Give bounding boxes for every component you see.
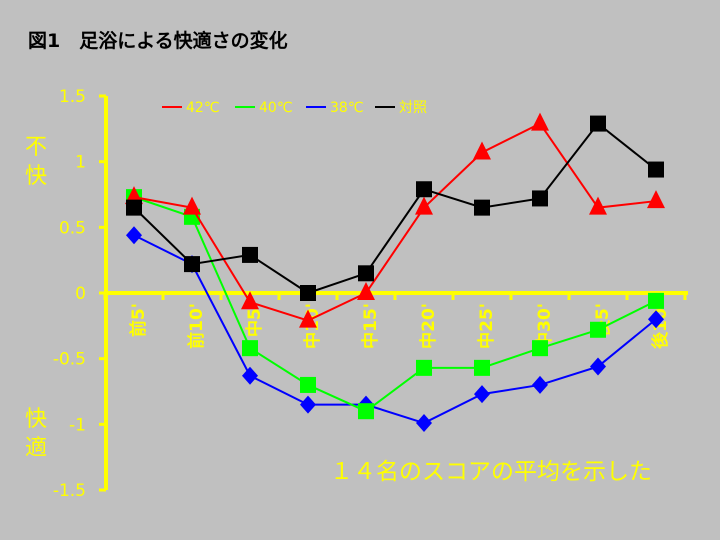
data-point <box>242 246 258 263</box>
data-point <box>300 376 316 393</box>
data-point <box>589 196 607 215</box>
data-point <box>126 199 142 216</box>
data-point <box>474 385 490 404</box>
data-point <box>416 414 432 433</box>
data-point <box>647 190 665 209</box>
y-tick-label: -1 <box>69 415 86 435</box>
data-point <box>590 357 606 376</box>
legend-label: 42℃ <box>186 100 220 116</box>
comfort-label: 快適 <box>24 407 47 461</box>
data-point <box>184 256 200 273</box>
data-point <box>473 141 491 160</box>
data-point <box>242 340 258 357</box>
data-point <box>357 282 375 300</box>
series-line <box>133 196 657 413</box>
data-point <box>416 359 432 376</box>
x-tick-label: 前5' <box>128 303 149 337</box>
data-point <box>242 366 258 385</box>
series-line <box>133 122 657 295</box>
data-point <box>532 340 548 357</box>
data-point <box>300 395 316 414</box>
discomfort-label: 不快 <box>24 135 47 189</box>
data-point <box>241 291 259 310</box>
series-line <box>133 122 657 322</box>
data-point <box>299 309 317 328</box>
series-line <box>133 234 657 425</box>
data-point <box>125 186 143 205</box>
y-tick-label: -0.5 <box>53 350 86 370</box>
data-point <box>590 321 606 338</box>
figure-title: 図1 足浴による快適さの変化 <box>28 30 288 52</box>
data-point <box>648 292 664 309</box>
data-point <box>416 181 432 198</box>
data-point <box>358 265 374 282</box>
y-tick-label: -1.5 <box>53 481 86 501</box>
data-point <box>648 161 664 178</box>
y-tick-label: 0 <box>75 284 86 304</box>
legend-label: 40℃ <box>259 100 293 116</box>
data-point <box>474 199 490 216</box>
data-point <box>474 359 490 376</box>
data-point <box>532 190 548 207</box>
data-point <box>415 196 433 215</box>
x-tick-label: 中20' <box>418 303 439 349</box>
x-tick-label: 中25' <box>476 303 497 349</box>
data-point <box>300 285 316 301</box>
data-point <box>590 115 606 132</box>
x-tick-label: 中15' <box>360 303 381 349</box>
x-tick-label: 前10' <box>186 303 207 349</box>
x-tick-label: 中5' <box>244 303 265 337</box>
data-point <box>183 196 201 215</box>
x-tick-label: 中30' <box>534 303 555 349</box>
data-point <box>532 375 548 394</box>
y-tick-label: 0.5 <box>59 218 86 238</box>
legend-label: 38℃ <box>330 100 364 116</box>
annotation-note: １４名のスコアの平均を示した <box>330 459 652 485</box>
data-point <box>648 310 664 329</box>
y-tick-label: 1.5 <box>59 87 86 107</box>
data-point <box>358 403 374 420</box>
data-point <box>126 226 142 245</box>
data-point <box>531 112 549 131</box>
y-tick-label: 1 <box>75 153 86 173</box>
legend-label: 対照 <box>399 100 427 116</box>
x-tick-label: 後10' <box>650 303 671 349</box>
